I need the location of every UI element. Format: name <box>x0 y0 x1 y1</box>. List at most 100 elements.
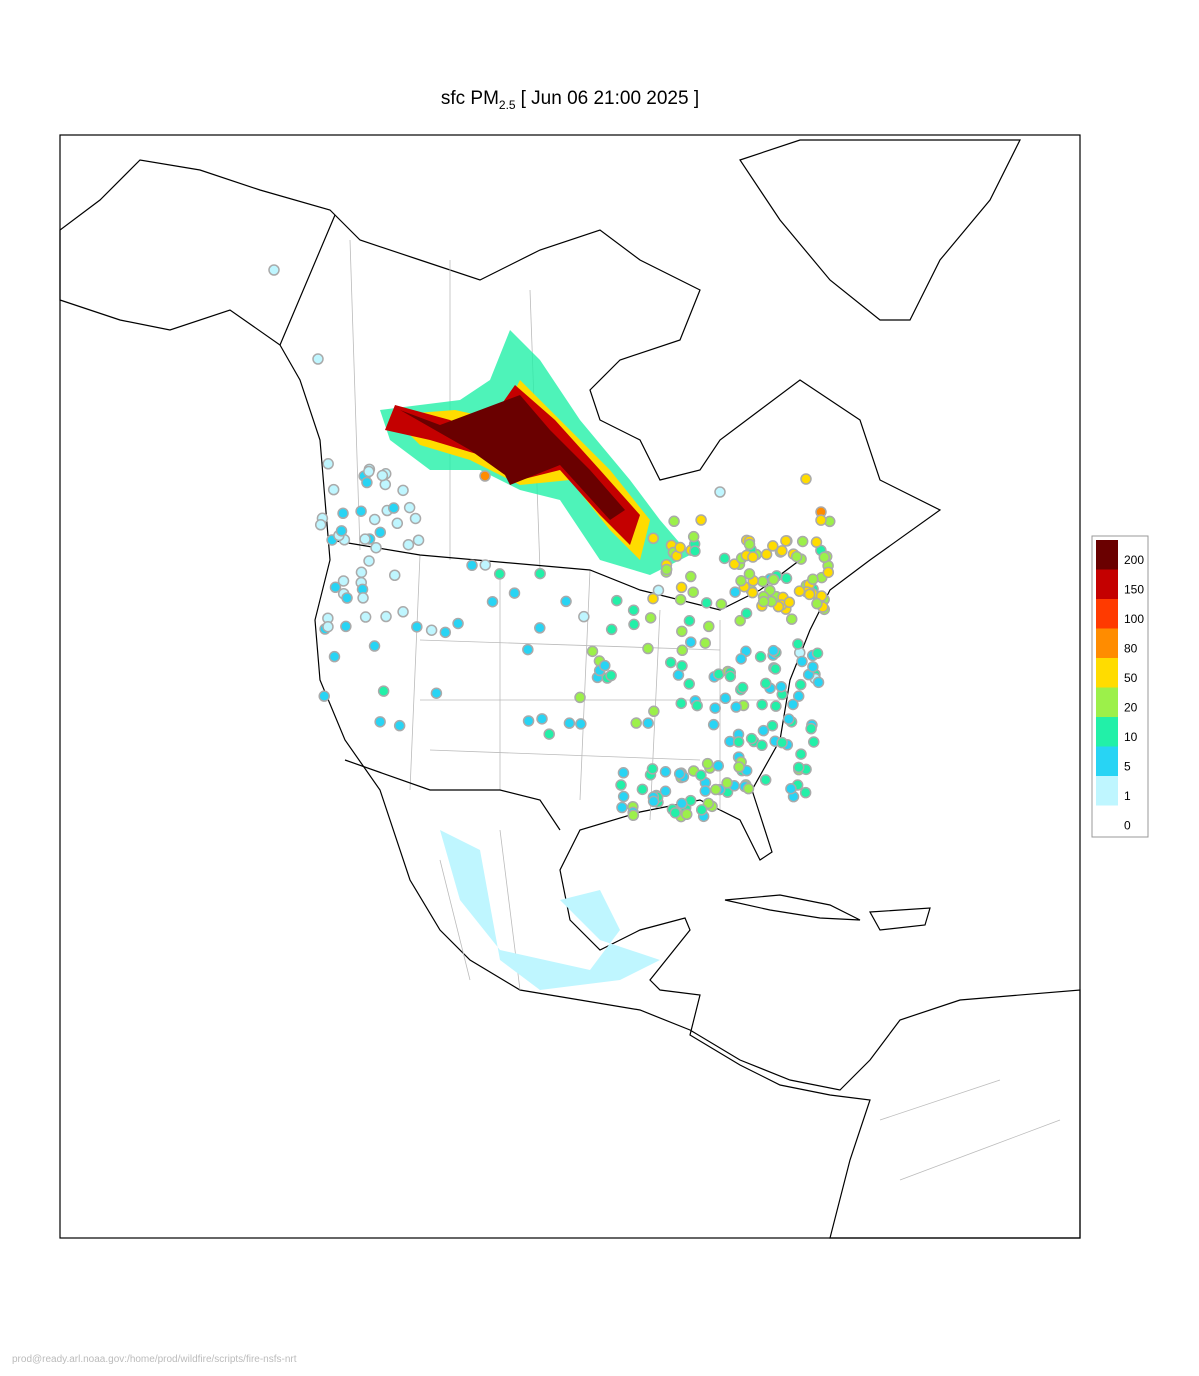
monitor <box>740 607 753 620</box>
monitor <box>586 645 599 658</box>
legend-label: 200 <box>1124 553 1144 567</box>
legend-swatch <box>1096 569 1118 599</box>
monitor <box>452 617 464 630</box>
legend-label: 0 <box>1124 819 1131 833</box>
monitor <box>605 623 618 636</box>
monitor <box>673 768 686 780</box>
monitor <box>615 779 627 791</box>
legend-label: 100 <box>1124 612 1144 626</box>
monitor <box>689 545 701 557</box>
monitor <box>312 353 324 365</box>
monitor <box>767 540 779 552</box>
monitor <box>735 575 747 587</box>
monitor <box>746 586 759 599</box>
monitor <box>409 512 422 525</box>
monitor <box>676 797 688 810</box>
monitor <box>785 613 798 625</box>
monitor <box>425 624 438 636</box>
monitor <box>730 701 742 713</box>
monitor <box>683 678 695 690</box>
monitor <box>743 538 756 551</box>
monitor <box>642 717 654 729</box>
monitor <box>703 620 715 633</box>
monitor <box>605 669 617 682</box>
monitor <box>374 716 386 728</box>
monitor <box>522 715 535 727</box>
monitor <box>397 484 409 497</box>
monitor <box>363 465 375 478</box>
monitor <box>707 718 720 731</box>
monitor <box>787 698 799 711</box>
monitor <box>807 736 820 748</box>
monitor <box>675 697 687 710</box>
monitor <box>757 724 770 737</box>
monitor <box>709 702 721 714</box>
monitor <box>370 541 382 554</box>
monitor <box>700 597 713 609</box>
monitor <box>721 777 733 789</box>
land <box>59 139 1081 1239</box>
monitor <box>659 785 672 798</box>
monitor <box>578 610 590 623</box>
legend-swatch <box>1096 599 1118 629</box>
monitor <box>402 538 415 551</box>
monitor <box>355 505 367 517</box>
monitor <box>759 774 772 786</box>
monitor <box>699 785 712 797</box>
monitor <box>805 722 817 735</box>
monitor <box>783 713 795 725</box>
monitor <box>563 717 576 729</box>
monitor <box>268 264 280 276</box>
monitor <box>687 530 700 543</box>
monitor <box>793 585 806 597</box>
monitor <box>403 501 416 514</box>
monitor <box>718 552 731 565</box>
monitor <box>792 690 805 702</box>
monitor <box>810 536 823 548</box>
monitor <box>811 597 823 610</box>
monitor <box>647 592 659 605</box>
title: sfc PM2.5 [ Jun 06 21:00 2025 ] <box>0 88 1140 112</box>
monitor <box>756 698 768 711</box>
monitor <box>574 691 586 704</box>
monitor <box>534 567 546 580</box>
monitor <box>792 761 805 774</box>
monitor <box>674 541 686 554</box>
monitor <box>377 685 390 697</box>
monitor <box>376 469 389 482</box>
monitor <box>659 766 672 778</box>
legend-swatch <box>1096 628 1118 658</box>
monitor <box>522 643 534 656</box>
monitor <box>735 653 747 665</box>
legend-label: 5 <box>1124 760 1131 774</box>
legend-swatch <box>1096 658 1118 688</box>
map-frame <box>59 134 1081 1239</box>
monitor <box>318 690 330 702</box>
monitor <box>536 713 548 725</box>
monitor <box>479 470 491 482</box>
title-prefix: sfc PM <box>440 88 499 109</box>
monitor <box>660 563 673 576</box>
monitor <box>685 636 697 648</box>
monitor <box>411 621 423 633</box>
monitor <box>361 476 373 489</box>
greenland <box>739 139 1021 321</box>
monitor <box>685 570 697 583</box>
monitor <box>388 569 401 582</box>
monitor <box>756 575 769 588</box>
monitor <box>430 687 443 699</box>
monitor <box>701 757 714 770</box>
monitor <box>314 519 327 531</box>
monitor <box>617 790 630 803</box>
legend-swatch <box>1096 687 1118 717</box>
monitor <box>687 586 699 598</box>
monitor <box>790 550 803 563</box>
monitor <box>767 573 780 586</box>
monitor <box>769 663 782 675</box>
monitor <box>822 566 835 579</box>
monitor-dots <box>268 264 836 823</box>
monitor <box>368 640 381 652</box>
monitor <box>355 566 368 579</box>
